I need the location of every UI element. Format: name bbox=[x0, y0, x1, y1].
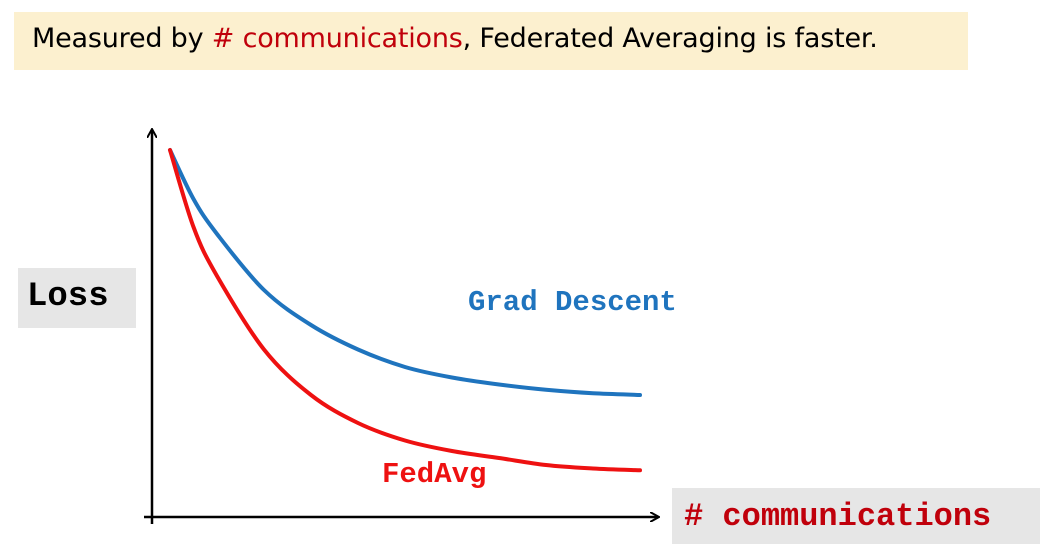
series-line-grad-descent bbox=[168, 148, 642, 397]
series-label-fedavg: FedAvg bbox=[382, 458, 487, 491]
y-axis-label-box: Loss bbox=[18, 268, 136, 328]
title-highlight: # communications bbox=[211, 23, 463, 54]
title-prefix: Measured by bbox=[32, 23, 212, 54]
x-axis-label: # communications bbox=[684, 498, 992, 535]
series-line-fedavg bbox=[168, 148, 642, 473]
x-axis-label-box: # communications bbox=[672, 488, 1040, 544]
y-axis-label: Loss bbox=[27, 278, 109, 316]
chart-title: Measured by # communications, Federated … bbox=[32, 23, 878, 54]
series-label-grad-descent: Grad Descent bbox=[468, 286, 677, 319]
title-suffix: , Federated Averaging is faster. bbox=[462, 23, 878, 54]
title-banner: Measured by # communications, Federated … bbox=[14, 12, 968, 70]
